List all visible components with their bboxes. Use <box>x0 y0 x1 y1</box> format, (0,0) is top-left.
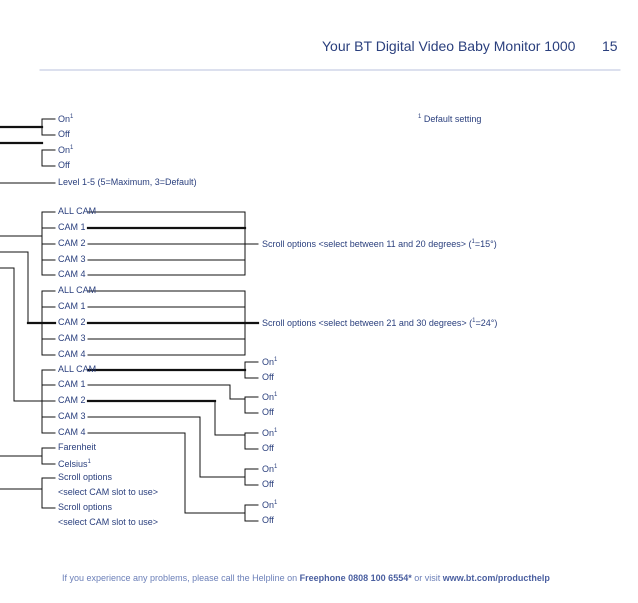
default-marker: 1 <box>274 357 278 363</box>
option-on: On1 <box>262 428 277 438</box>
default-marker: 1 <box>274 428 278 434</box>
on-label: On <box>58 114 71 124</box>
option-off: Off <box>58 160 70 170</box>
scroll-note-text: Scroll options <select between 21 and 30… <box>262 318 473 328</box>
option-on: On1 <box>262 500 277 510</box>
default-marker: 1 <box>471 239 475 245</box>
on-label: On <box>58 145 71 155</box>
option-off: Off <box>262 479 274 489</box>
page-number: 15 <box>602 38 618 54</box>
option-cam-1: CAM 1 <box>58 301 86 311</box>
option-cam-4: CAM 4 <box>58 269 86 279</box>
option-cam-4: CAM 4 <box>58 427 86 437</box>
page-header-title: Your BT Digital Video Baby Monitor 1000 <box>322 38 576 54</box>
option-on: On1 <box>58 145 73 155</box>
default-marker: 1 <box>70 114 74 120</box>
option-off: Off <box>262 407 274 417</box>
default-marker: 1 <box>274 392 278 398</box>
default-setting-note: 1 Default setting <box>418 114 481 124</box>
on-label: On <box>262 500 275 510</box>
default-marker: 1 <box>274 500 278 506</box>
option-scroll-options: Scroll options <box>58 472 113 482</box>
default-marker: 1 <box>87 459 91 465</box>
option-off: Off <box>262 515 274 525</box>
on-label: On <box>262 428 275 438</box>
option-all-cam: ALL CAM <box>58 364 97 374</box>
option-all-cam: ALL CAM <box>58 206 97 216</box>
default-marker: 1 <box>472 318 476 324</box>
option-cam-3: CAM 3 <box>58 333 86 343</box>
option-select-cam-slot: <select CAM slot to use> <box>58 487 159 497</box>
on-label: On <box>262 392 275 402</box>
on-label: On <box>262 464 275 474</box>
option-level: Level 1-5 (5=Maximum, 3=Default) <box>58 177 197 187</box>
option-on: On1 <box>58 114 73 124</box>
option-cam-2: CAM 2 <box>58 238 86 248</box>
option-cam-4: CAM 4 <box>58 349 86 359</box>
footer-helpline: If you experience any problems, please c… <box>62 574 550 583</box>
option-on: On1 <box>262 464 277 474</box>
option-on: On1 <box>262 357 277 367</box>
option-off: Off <box>262 443 274 453</box>
footer-url: www.bt.com/producthelp <box>442 573 550 583</box>
scroll-note-tail: =15°) <box>474 239 497 249</box>
note-text: Default setting <box>423 114 482 124</box>
scroll-note-first: Scroll options <select between 11 and 20… <box>262 239 497 249</box>
scroll-note-text: Scroll options <select between 11 and 20… <box>262 239 472 249</box>
option-cam-2: CAM 2 <box>58 395 86 405</box>
option-cam-3: CAM 3 <box>58 254 86 264</box>
default-marker: 1 <box>70 145 74 151</box>
option-on: On1 <box>262 392 277 402</box>
option-cam-2: CAM 2 <box>58 317 86 327</box>
option-off: Off <box>58 129 70 139</box>
note-marker: 1 <box>418 114 422 120</box>
option-cam-1: CAM 1 <box>58 222 86 232</box>
option-scroll-options: Scroll options <box>58 502 113 512</box>
scroll-note-second: Scroll options <select between 21 and 30… <box>262 318 497 328</box>
option-cam-1: CAM 1 <box>58 379 86 389</box>
footer-freephone: Freephone 0808 100 6554* <box>299 573 412 583</box>
option-select-cam-slot: <select CAM slot to use> <box>58 517 159 527</box>
celsius-label: Celsius <box>58 459 88 469</box>
scroll-note-tail: =24°) <box>475 318 498 328</box>
on-label: On <box>262 357 275 367</box>
footer-prefix: If you experience any problems, please c… <box>62 573 300 583</box>
option-all-cam: ALL CAM <box>58 285 97 295</box>
footer-middle: or visit <box>411 573 443 583</box>
option-cam-3: CAM 3 <box>58 411 86 421</box>
option-celsius: Celsius1 <box>58 459 91 469</box>
option-off: Off <box>262 372 274 382</box>
option-farenheit: Farenheit <box>58 442 97 452</box>
default-marker: 1 <box>274 464 278 470</box>
